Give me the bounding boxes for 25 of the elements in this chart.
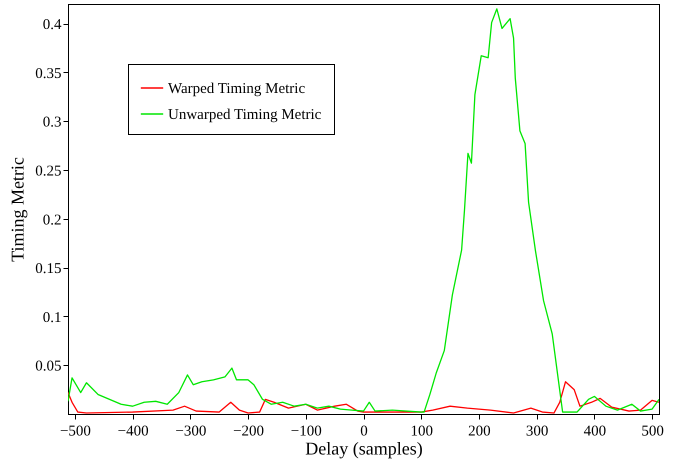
line-series — [68, 8, 659, 413]
x-tick-label: −200 — [233, 424, 264, 440]
legend-label: Warped Timing Metric — [168, 81, 306, 97]
y-tick-label: 0.35 — [35, 66, 62, 82]
y-tick-label: 0.1 — [42, 310, 62, 326]
x-tick-label: −500 — [60, 424, 91, 440]
x-tick-label: 300 — [526, 424, 548, 440]
y-tick-label: 0.3 — [42, 114, 62, 131]
x-tick-label: −400 — [118, 424, 149, 440]
x-tick-label: 100 — [410, 424, 433, 440]
x-tick-label: 500 — [641, 424, 664, 440]
legend-label: Unwarped Timing Metric — [168, 107, 322, 123]
y-tick-label: 0.2 — [42, 212, 62, 228]
y-tick-label: 0.15 — [35, 261, 62, 278]
line-series — [68, 381, 659, 414]
x-tick-label: 200 — [468, 424, 491, 440]
x-axis-title: Delay (samples) — [305, 438, 423, 458]
y-tick-label: 0.4 — [42, 17, 62, 34]
y-tick-label: 0.05 — [35, 358, 62, 375]
x-tick-label: −100 — [290, 424, 322, 440]
x-tick-label: −300 — [175, 424, 206, 440]
y-tick-label: 0.25 — [35, 163, 62, 180]
y-axis-title: Timing Metric — [7, 157, 28, 262]
x-tick-label: 400 — [584, 424, 606, 440]
x-tick-label: 0 — [360, 424, 368, 440]
